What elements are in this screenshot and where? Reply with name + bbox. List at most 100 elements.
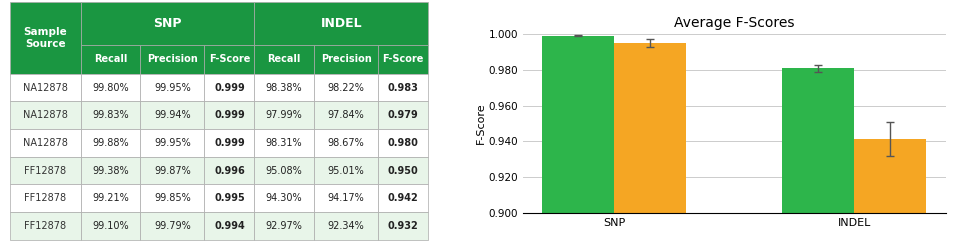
Bar: [542, 36, 614, 242]
FancyBboxPatch shape: [204, 157, 254, 184]
Text: 99.94%: 99.94%: [154, 110, 191, 120]
FancyBboxPatch shape: [81, 212, 140, 240]
Text: FF12878: FF12878: [24, 193, 66, 203]
FancyBboxPatch shape: [81, 45, 140, 74]
FancyBboxPatch shape: [10, 74, 81, 101]
FancyBboxPatch shape: [254, 2, 428, 45]
Text: Recall: Recall: [268, 54, 300, 64]
FancyBboxPatch shape: [314, 212, 378, 240]
Text: 95.08%: 95.08%: [266, 166, 302, 175]
FancyBboxPatch shape: [314, 45, 378, 74]
FancyBboxPatch shape: [378, 129, 428, 157]
Text: 99.85%: 99.85%: [154, 193, 191, 203]
FancyBboxPatch shape: [204, 129, 254, 157]
FancyBboxPatch shape: [140, 212, 204, 240]
Text: 99.95%: 99.95%: [154, 138, 191, 148]
FancyBboxPatch shape: [204, 45, 254, 74]
FancyBboxPatch shape: [10, 129, 81, 157]
Text: 98.38%: 98.38%: [266, 83, 302, 93]
Text: NA12878: NA12878: [23, 110, 67, 120]
Text: 99.10%: 99.10%: [92, 221, 129, 231]
FancyBboxPatch shape: [378, 45, 428, 74]
FancyBboxPatch shape: [81, 184, 140, 212]
Bar: [854, 139, 926, 242]
FancyBboxPatch shape: [254, 74, 314, 101]
FancyBboxPatch shape: [81, 157, 140, 184]
Text: Sample
Source: Sample Source: [23, 27, 67, 49]
Text: F-Score: F-Score: [208, 54, 251, 64]
Text: 0.999: 0.999: [214, 83, 245, 93]
FancyBboxPatch shape: [81, 129, 140, 157]
Text: NA12878: NA12878: [23, 83, 67, 93]
FancyBboxPatch shape: [140, 45, 204, 74]
Text: 0.999: 0.999: [214, 138, 245, 148]
FancyBboxPatch shape: [314, 184, 378, 212]
FancyBboxPatch shape: [10, 212, 81, 240]
Text: Precision: Precision: [147, 54, 198, 64]
Text: Recall: Recall: [94, 54, 127, 64]
Title: Average F-Scores: Average F-Scores: [674, 16, 795, 30]
Text: 99.38%: 99.38%: [92, 166, 129, 175]
FancyBboxPatch shape: [140, 157, 204, 184]
Text: Precision: Precision: [321, 54, 372, 64]
FancyBboxPatch shape: [140, 74, 204, 101]
Bar: [782, 68, 854, 242]
Text: SNP: SNP: [154, 17, 181, 30]
Text: 94.17%: 94.17%: [327, 193, 365, 203]
Text: 0.950: 0.950: [388, 166, 419, 175]
Text: 0.980: 0.980: [388, 138, 419, 148]
FancyBboxPatch shape: [314, 129, 378, 157]
Text: 0.932: 0.932: [388, 221, 419, 231]
Text: FF12878: FF12878: [24, 221, 66, 231]
FancyBboxPatch shape: [140, 184, 204, 212]
Text: 99.95%: 99.95%: [154, 83, 191, 93]
Text: INDEL: INDEL: [321, 17, 362, 30]
Text: 0.999: 0.999: [214, 110, 245, 120]
FancyBboxPatch shape: [314, 157, 378, 184]
Text: 99.80%: 99.80%: [92, 83, 129, 93]
Y-axis label: F-Score: F-Score: [476, 103, 486, 144]
FancyBboxPatch shape: [81, 101, 140, 129]
FancyBboxPatch shape: [81, 2, 254, 45]
FancyBboxPatch shape: [254, 45, 314, 74]
Text: 98.31%: 98.31%: [266, 138, 302, 148]
FancyBboxPatch shape: [378, 212, 428, 240]
FancyBboxPatch shape: [10, 101, 81, 129]
Text: 0.942: 0.942: [388, 193, 419, 203]
Text: 0.983: 0.983: [388, 83, 419, 93]
Text: 92.34%: 92.34%: [327, 221, 365, 231]
FancyBboxPatch shape: [204, 212, 254, 240]
FancyBboxPatch shape: [204, 101, 254, 129]
FancyBboxPatch shape: [378, 157, 428, 184]
FancyBboxPatch shape: [10, 184, 81, 212]
Text: 0.994: 0.994: [214, 221, 245, 231]
FancyBboxPatch shape: [314, 101, 378, 129]
FancyBboxPatch shape: [378, 101, 428, 129]
FancyBboxPatch shape: [254, 129, 314, 157]
Text: 99.88%: 99.88%: [92, 138, 129, 148]
Text: 99.87%: 99.87%: [154, 166, 191, 175]
FancyBboxPatch shape: [204, 74, 254, 101]
FancyBboxPatch shape: [254, 157, 314, 184]
Text: 97.84%: 97.84%: [327, 110, 365, 120]
Text: 98.22%: 98.22%: [327, 83, 365, 93]
Text: 99.21%: 99.21%: [92, 193, 129, 203]
FancyBboxPatch shape: [254, 184, 314, 212]
FancyBboxPatch shape: [378, 184, 428, 212]
Text: 92.97%: 92.97%: [266, 221, 302, 231]
Text: 0.995: 0.995: [214, 193, 245, 203]
FancyBboxPatch shape: [10, 157, 81, 184]
Text: 0.996: 0.996: [214, 166, 245, 175]
FancyBboxPatch shape: [254, 101, 314, 129]
Text: 97.99%: 97.99%: [266, 110, 302, 120]
Text: 95.01%: 95.01%: [327, 166, 365, 175]
Text: NA12878: NA12878: [23, 138, 67, 148]
Text: 99.83%: 99.83%: [92, 110, 129, 120]
Text: 0.979: 0.979: [388, 110, 419, 120]
FancyBboxPatch shape: [10, 2, 81, 74]
FancyBboxPatch shape: [81, 74, 140, 101]
Text: F-Score: F-Score: [382, 54, 424, 64]
FancyBboxPatch shape: [314, 74, 378, 101]
Text: 99.79%: 99.79%: [154, 221, 191, 231]
Text: 98.67%: 98.67%: [327, 138, 365, 148]
